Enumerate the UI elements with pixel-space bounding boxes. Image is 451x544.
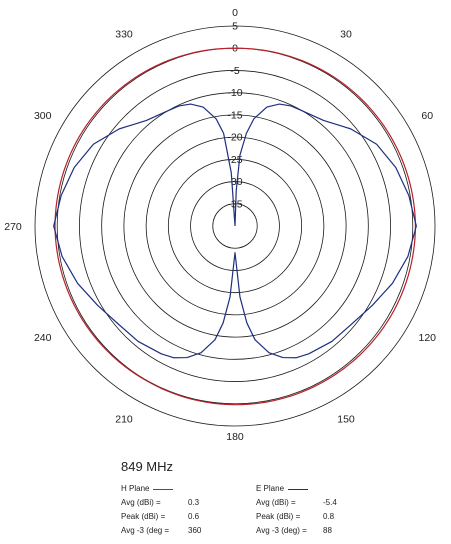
- stat-label: Peak (dBi) =: [121, 512, 166, 521]
- e-plane-name: E Plane: [256, 484, 285, 493]
- radial-grid-ring: [123, 114, 347, 338]
- stat-value: 0.8: [323, 512, 335, 521]
- stat-value: 0.6: [188, 512, 200, 521]
- h-plane-stat-beamwidth: Avg -3 (deg = 360: [121, 524, 201, 538]
- radial-grid-ring: [167, 158, 303, 294]
- angle-tick-label: 120: [418, 332, 436, 344]
- radial-grid-ring: [190, 181, 280, 271]
- e-plane-legend: E Plane Avg (dBi) = -5.4 Peak (dBi) = 0.…: [256, 482, 337, 538]
- angle-tick-label: 300: [34, 110, 52, 122]
- e-plane-swatch: [288, 488, 309, 490]
- angle-tick-label: 60: [421, 110, 433, 122]
- angle-tick-label: 240: [34, 332, 52, 344]
- radial-tick-label: -5: [230, 65, 239, 77]
- h-plane-stat-peak: Peak (dBi) = 0.6: [121, 510, 201, 524]
- stat-value: -5.4: [323, 498, 337, 507]
- series-curve-e-plane: [53, 103, 417, 359]
- stat-label: Avg (dBi) =: [121, 498, 161, 507]
- angle-tick-labels: 0306090120150180210240270300330: [4, 7, 436, 443]
- radial-tick-label: -30: [227, 176, 242, 188]
- radial-grid-ring: [145, 136, 325, 316]
- radial-grid-ring: [34, 25, 436, 427]
- h-plane-header: H Plane: [121, 482, 201, 496]
- radial-grid-ring: [101, 92, 369, 360]
- radial-grid-ring: [79, 70, 391, 382]
- radial-tick-labels: 50-5-10-15-20-25-30-35: [227, 21, 242, 211]
- radial-tick-label: 5: [232, 21, 238, 33]
- angle-tick-label: 180: [226, 431, 244, 443]
- e-plane-stat-beamwidth: Avg -3 (deg) = 88: [256, 524, 337, 538]
- h-plane-swatch: [153, 488, 174, 490]
- e-plane-stat-peak: Peak (dBi) = 0.8: [256, 510, 337, 524]
- angle-tick-label: 210: [115, 413, 133, 425]
- angle-tick-label: 270: [4, 221, 22, 233]
- h-plane-legend: H Plane Avg (dBi) = 0.3 Peak (dBi) = 0.6…: [121, 482, 201, 538]
- stat-label: Avg -3 (deg) =: [256, 526, 307, 535]
- series-curve-h-plane: [54, 47, 417, 406]
- h-plane-stat-avg: Avg (dBi) = 0.3: [121, 496, 201, 510]
- polar-chart: 50-5-10-15-20-25-30-35 03060901201501802…: [4, 7, 436, 443]
- angle-tick-label: 30: [340, 29, 352, 41]
- stat-value: 360: [188, 526, 202, 535]
- radial-tick-label: -20: [227, 132, 242, 144]
- stat-label: Peak (dBi) =: [256, 512, 301, 521]
- stat-label: Avg (dBi) =: [256, 498, 296, 507]
- radial-grid-ring: [212, 203, 258, 249]
- frequency-label: 849 MHz: [121, 459, 174, 474]
- angle-tick-label: 0: [232, 7, 238, 19]
- h-plane-name: H Plane: [121, 484, 150, 493]
- angle-tick-label: 330: [115, 29, 133, 41]
- radial-tick-label: -10: [227, 87, 242, 99]
- stat-value: 0.3: [188, 498, 200, 507]
- stat-label: Avg -3 (deg =: [121, 526, 170, 535]
- e-plane-header: E Plane: [256, 482, 337, 496]
- radial-tick-label: -35: [227, 198, 242, 210]
- series-curves: [53, 47, 417, 406]
- radial-tick-label: -15: [227, 109, 242, 121]
- e-plane-stat-avg: Avg (dBi) = -5.4: [256, 496, 337, 510]
- legend-panel: 849 MHz H Plane Avg (dBi) = 0.3 Peak (dB…: [0, 450, 451, 544]
- stat-value: 88: [323, 526, 332, 535]
- angle-tick-label: 150: [337, 413, 355, 425]
